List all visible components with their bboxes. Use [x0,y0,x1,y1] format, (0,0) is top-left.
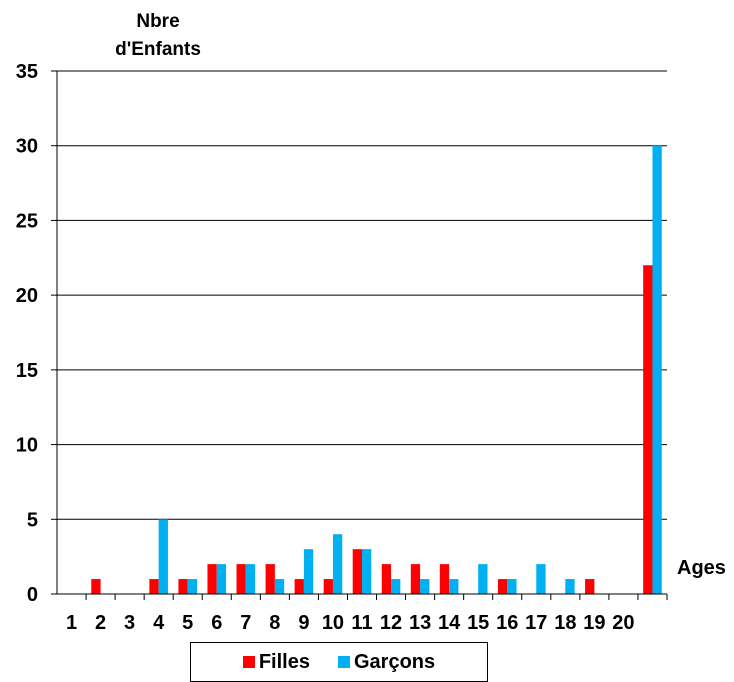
bar-garcons-9 [303,549,314,594]
bar-filles-13 [410,564,421,594]
bar-filles-8 [265,564,275,594]
bar-filles-12 [381,564,392,594]
bar-garcons-11 [362,549,372,594]
x-tick-label: 10 [322,612,344,634]
x-tick-label: 14 [438,612,461,634]
bar-filles-16 [497,579,508,594]
x-tick-label: 7 [240,612,251,634]
bar-garcons-18 [565,579,575,594]
bar-filles-2 [91,579,101,594]
bar-filles-11 [352,549,362,594]
y-tick-label: 10 [16,435,38,457]
legend-label-filles: Filles [258,650,310,673]
x-tick-label: 17 [525,612,547,634]
legend: Filles Garçons [190,642,488,682]
bar-filles-14 [439,564,450,594]
bar-garcons-17 [536,564,546,594]
bar-garcons-6 [216,564,227,594]
bars [91,145,662,594]
y-tick-label: 5 [27,509,38,531]
x-tick-label: 19 [583,612,605,634]
bar-garcons-16 [507,579,517,594]
bar-filles-9 [294,579,304,594]
bar-filles-7 [236,564,246,594]
bar-garcons-8 [274,579,285,594]
x-tick-label: 15 [467,612,489,634]
x-tick-label: 8 [269,612,280,634]
y-tick-label: 15 [16,360,38,382]
x-tick-label: 4 [153,612,165,634]
legend-item-filles: Filles [242,650,310,674]
y-axis-label-line-2: d'Enfants [115,39,201,60]
x-tick-label: 11 [351,612,372,634]
bar-garcons-14 [449,579,459,594]
x-axis-label: Ages [677,557,726,579]
x-tick-label: 13 [409,612,431,634]
bar-filles-4 [149,579,159,594]
x-tick-label: 5 [182,612,193,634]
x-tick-label: 16 [496,612,518,634]
x-tick-label: 18 [554,612,576,634]
x-tick-label: 12 [380,612,402,634]
bar-garcons-15 [478,564,488,594]
y-tick-label: 35 [16,61,38,83]
bar-garcons-7 [245,564,256,594]
legend-swatch-garcons [337,656,350,668]
y-tick-label: 25 [16,210,38,232]
bar-garcons-4 [158,519,168,594]
bar-filles-5 [178,579,188,594]
bar-filles-21 [643,265,653,594]
axes [56,71,667,595]
y-tick-label: 20 [16,285,38,307]
y-tick-label: 30 [16,136,38,158]
x-tick-label: 20 [612,612,634,634]
x-tick-label: 9 [298,612,309,634]
y-tick-label: 0 [27,584,38,606]
x-tick-label: 6 [211,612,222,634]
bar-garcons-21 [652,145,662,594]
bar-garcons-5 [187,579,198,594]
y-axis-label-line-1: Nbre [136,11,179,32]
bar-garcons-13 [420,579,430,594]
bar-garcons-10 [332,534,343,594]
legend-swatch-filles [242,656,255,668]
bar-filles-6 [207,564,217,594]
x-tick-label: 1 [66,612,77,634]
bar-garcons-12 [391,579,401,594]
legend-label-garcons: Garçons [353,650,436,673]
bar-filles-10 [323,579,333,594]
x-tick-label: 2 [95,612,106,634]
x-tick-label: 3 [124,612,135,634]
legend-item-garcons: Garçons [337,650,436,674]
bar-filles-19 [585,579,595,594]
grid-lines [51,70,668,600]
